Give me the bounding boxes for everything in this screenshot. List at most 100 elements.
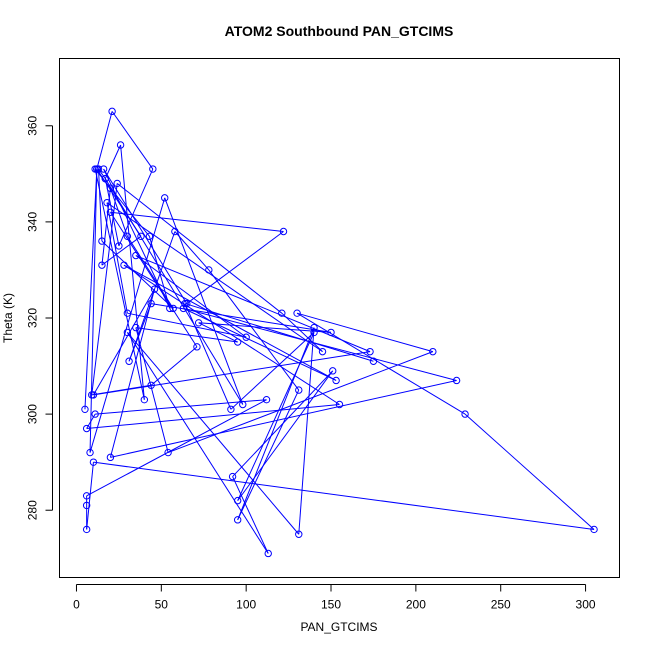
data-point bbox=[123, 328, 132, 337]
data-point bbox=[91, 410, 99, 418]
series-segment bbox=[118, 168, 154, 247]
data-point bbox=[140, 395, 149, 404]
data-point bbox=[82, 525, 91, 534]
series-segment bbox=[296, 312, 466, 415]
x-tick-label: 150 bbox=[321, 598, 341, 612]
series-segment bbox=[184, 303, 374, 362]
series-segment bbox=[151, 303, 332, 333]
series-segment bbox=[135, 255, 247, 338]
data-point bbox=[239, 400, 247, 409]
data-point bbox=[149, 165, 157, 173]
series-segment bbox=[281, 312, 323, 353]
data-point bbox=[89, 458, 98, 466]
series-segment bbox=[93, 461, 595, 530]
data-point bbox=[329, 367, 337, 375]
series-segment bbox=[86, 404, 340, 430]
data-point bbox=[181, 299, 189, 308]
series-segment bbox=[128, 231, 176, 362]
data-point bbox=[310, 323, 318, 332]
series-segment bbox=[123, 264, 340, 405]
data-point bbox=[233, 516, 242, 524]
data-point bbox=[137, 232, 145, 241]
data-point bbox=[147, 299, 155, 308]
y-axis-label: Theta (K) bbox=[1, 293, 15, 343]
series-segment bbox=[91, 183, 118, 395]
series-segment bbox=[89, 169, 98, 453]
data-point bbox=[106, 184, 115, 192]
series-segment bbox=[103, 168, 171, 309]
series-segment bbox=[111, 111, 154, 170]
data-point bbox=[108, 107, 116, 116]
data-point bbox=[166, 304, 174, 313]
data-point bbox=[161, 194, 169, 202]
chart-title: ATOM2 Southbound PAN_GTCIMS bbox=[225, 23, 454, 39]
data-point bbox=[366, 347, 374, 356]
data-point bbox=[227, 405, 235, 414]
x-tick-label: 50 bbox=[155, 598, 169, 612]
x-tick-label: 200 bbox=[406, 598, 426, 612]
data-point bbox=[86, 448, 94, 457]
series-segment bbox=[174, 231, 210, 271]
series-segment bbox=[103, 168, 188, 304]
data-point bbox=[179, 304, 188, 313]
series-segment bbox=[186, 231, 284, 304]
series-segment bbox=[89, 197, 166, 453]
data-point bbox=[310, 328, 318, 337]
series-segment bbox=[104, 178, 244, 405]
series-segment bbox=[109, 212, 198, 348]
data-point bbox=[81, 405, 89, 414]
series-segment bbox=[296, 312, 433, 353]
data-point bbox=[327, 328, 335, 337]
data-point bbox=[293, 309, 301, 317]
data-point bbox=[369, 357, 378, 365]
series-segment bbox=[184, 303, 232, 410]
series-segment bbox=[232, 370, 334, 477]
data-point bbox=[106, 453, 115, 462]
series-segment bbox=[109, 289, 156, 458]
data-point bbox=[335, 400, 344, 409]
y-tick-label: 300 bbox=[26, 404, 40, 424]
series-layer bbox=[81, 107, 598, 558]
x-tick-label: 250 bbox=[491, 598, 511, 612]
series-segment bbox=[167, 351, 434, 454]
series-segment bbox=[96, 111, 113, 170]
series-segment bbox=[198, 322, 238, 343]
series-segment bbox=[86, 413, 96, 429]
series-segment bbox=[106, 202, 128, 314]
series-segment bbox=[126, 332, 269, 554]
data-point bbox=[91, 165, 99, 173]
series-segment bbox=[237, 370, 334, 501]
series-segment bbox=[93, 288, 155, 396]
plot-frame bbox=[59, 58, 620, 578]
data-point bbox=[99, 165, 108, 173]
data-point bbox=[123, 309, 132, 317]
data-point bbox=[242, 333, 250, 341]
x-axis-label: PAN_GTCIMS bbox=[300, 620, 377, 634]
series-segment bbox=[208, 269, 300, 391]
series-segment bbox=[93, 351, 371, 396]
series-segment bbox=[94, 168, 145, 400]
series-segment bbox=[110, 379, 457, 458]
series-segment bbox=[116, 183, 283, 314]
series-segment bbox=[135, 327, 169, 453]
data-point bbox=[318, 347, 327, 356]
data-point bbox=[150, 285, 159, 293]
y-axis: 280 300 320 340 360 bbox=[26, 115, 53, 520]
data-point bbox=[169, 304, 177, 313]
data-point bbox=[98, 237, 106, 245]
data-point bbox=[590, 525, 598, 534]
data-point bbox=[82, 501, 91, 510]
y-tick-label: 360 bbox=[26, 115, 40, 135]
series-segment bbox=[135, 327, 238, 343]
data-point bbox=[103, 198, 111, 207]
data-point bbox=[295, 530, 303, 538]
series-segment bbox=[94, 168, 150, 237]
data-point bbox=[101, 174, 110, 183]
series-segment bbox=[109, 188, 128, 237]
data-point bbox=[171, 227, 179, 236]
series-segment bbox=[126, 332, 300, 535]
data-point bbox=[132, 323, 140, 332]
data-point bbox=[452, 376, 461, 385]
data-point bbox=[233, 338, 242, 346]
